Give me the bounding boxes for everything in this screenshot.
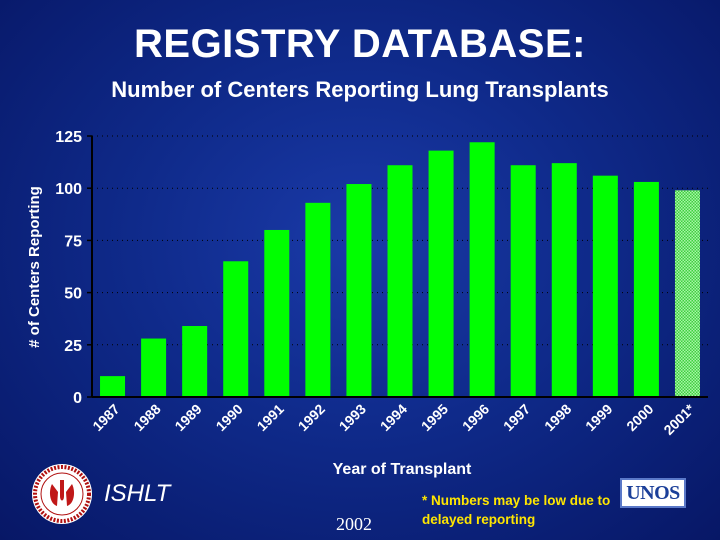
bar-1991	[264, 229, 290, 397]
y-tick-label: 25	[64, 338, 82, 355]
x-tick-label: 1989	[171, 401, 204, 434]
footnote: * Numbers may be low due to delayed repo…	[422, 493, 611, 527]
bar-1990	[223, 261, 249, 397]
x-axis-label: Year of Transplant	[333, 461, 472, 478]
y-tick-label: 125	[55, 129, 82, 146]
bar-1989	[182, 326, 208, 397]
bar-1994	[387, 165, 413, 397]
bar-1999	[592, 175, 618, 397]
bar-2001	[674, 190, 700, 397]
x-tick-label: 1994	[377, 401, 410, 434]
x-tick-label: 1996	[459, 401, 492, 434]
y-tick-label: 50	[64, 286, 82, 303]
x-tick-label: 2000	[623, 401, 656, 434]
x-tick-label: 2001*	[660, 400, 698, 438]
bar-1988	[141, 338, 167, 397]
unos-logo: UNOS	[620, 478, 686, 508]
x-tick-label: 1993	[336, 401, 369, 434]
x-tick-label: 1987	[89, 401, 122, 434]
bar-1987	[100, 376, 126, 397]
footer-year: 2002	[336, 514, 372, 534]
x-tick-labels: 1987 1988 1989 1990 1991 1992 1993 1994 1995 1996…	[89, 400, 698, 438]
axes	[91, 136, 708, 398]
bar-1995	[428, 150, 454, 397]
bar-1992	[305, 202, 331, 397]
page-subtitle: Number of Centers Reporting Lung Transpl…	[111, 77, 609, 102]
x-tick-label: 1999	[582, 401, 615, 434]
bar-1998	[551, 163, 577, 397]
y-tick-label: 0	[73, 390, 82, 407]
x-tick-label: 1991	[254, 401, 287, 434]
y-tick-label: 75	[64, 233, 82, 250]
bar-2000	[633, 181, 659, 397]
bar-1997	[510, 165, 536, 397]
bars	[100, 142, 700, 397]
ishlt-seal-logo	[32, 464, 92, 524]
x-tick-label: 1992	[295, 401, 328, 434]
x-tick-label: 1998	[541, 401, 574, 434]
y-axis-label: # of Centers Reporting	[26, 186, 43, 348]
x-tick-label: 1988	[130, 401, 163, 434]
ishlt-brand: ISHLT	[104, 480, 171, 507]
bar-1993	[346, 184, 372, 397]
y-tick-labels: 0 25 50 75 100 125	[55, 129, 82, 407]
y-tick-label: 100	[55, 181, 82, 198]
x-tick-label: 1997	[500, 401, 533, 434]
unos-logo-text: UNOS	[626, 481, 680, 504]
page-title: REGISTRY DATABASE:	[134, 22, 586, 66]
x-tick-label: 1995	[418, 401, 451, 434]
x-tick-label: 1990	[213, 401, 246, 434]
bar-1996	[469, 142, 495, 397]
